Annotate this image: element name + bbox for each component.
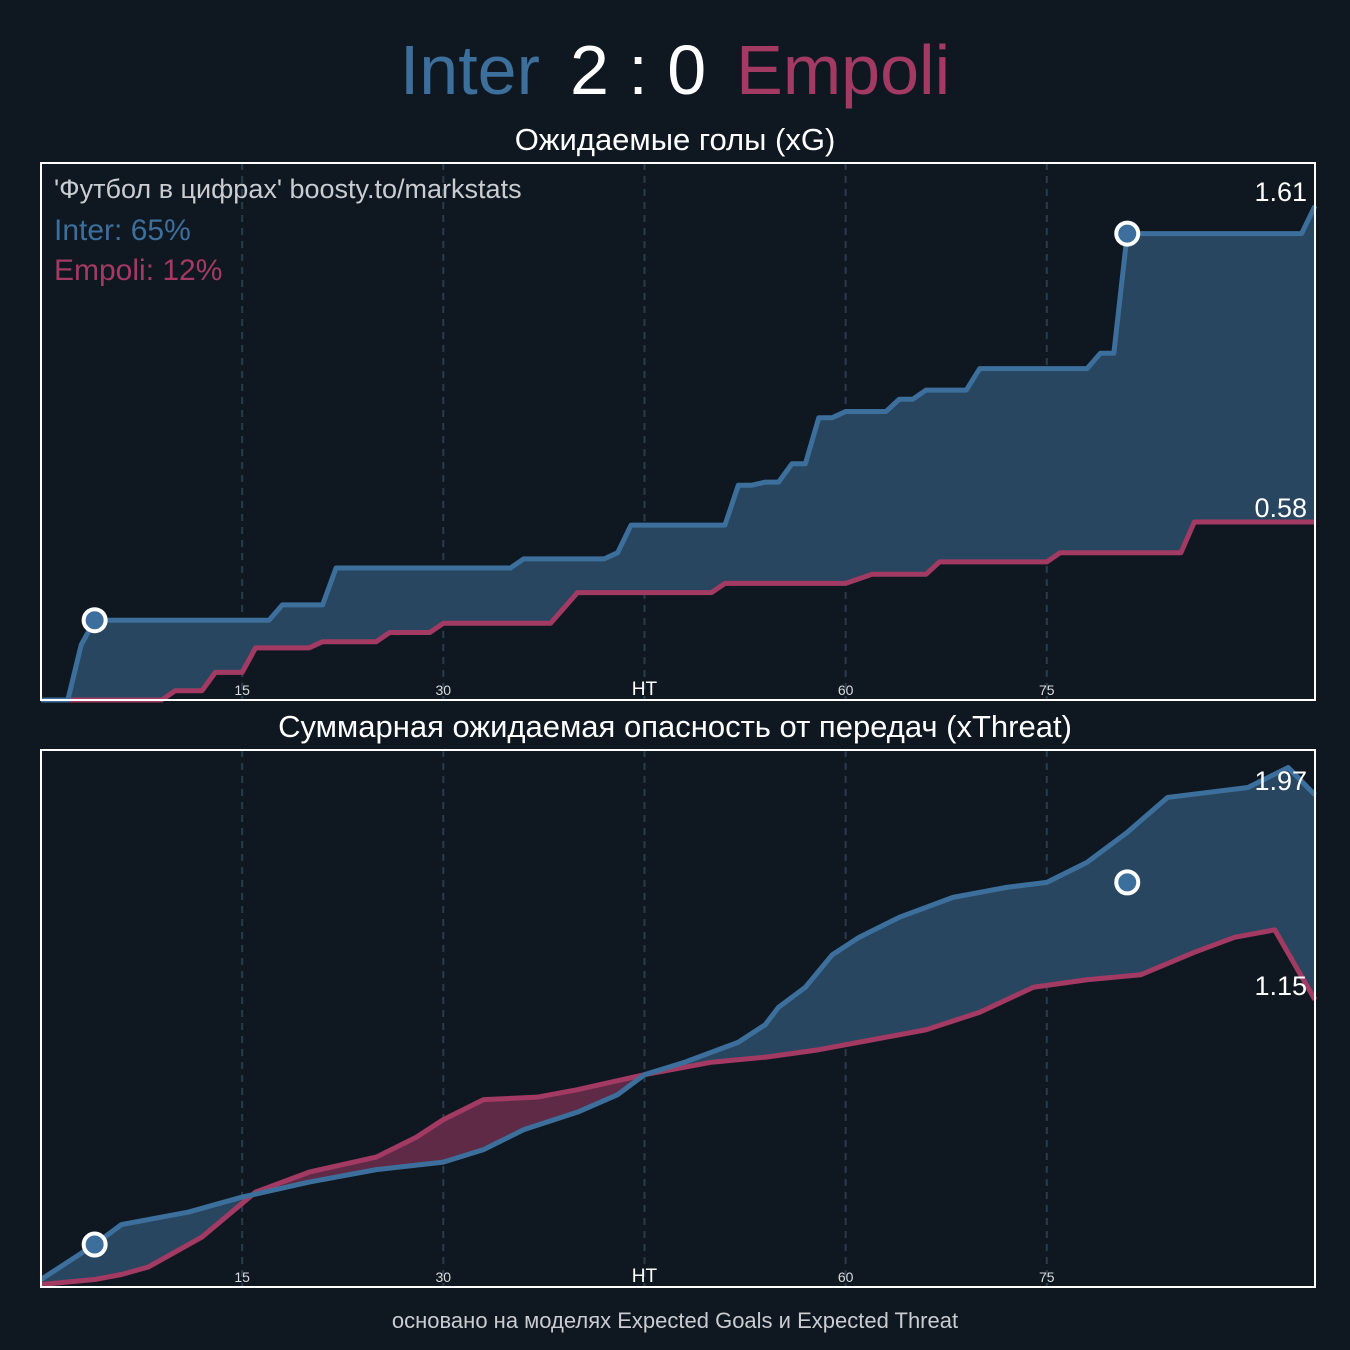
away-advantage-fill — [255, 1075, 642, 1195]
away-team-name: Empoli — [736, 31, 951, 109]
x-tick-label: 30 — [436, 682, 452, 698]
match-header: Inter 2 : 0 Empoli — [0, 28, 1350, 112]
x-tick-label: 60 — [838, 1269, 854, 1285]
plot-frame — [40, 162, 1316, 701]
xthreat-chart-title: Суммарная ожидаемая опасность от передач… — [278, 709, 1072, 744]
inter-line — [39, 764, 1317, 1282]
home-team-name: Inter — [399, 31, 540, 109]
legend-empoli: Empoli: 12% — [54, 254, 222, 287]
empoli-final-value: 1.15 — [1254, 971, 1307, 1001]
home-advantage-fill — [644, 767, 1315, 1075]
x-tick-label: 15 — [234, 1269, 250, 1285]
x-tick-label: HT — [632, 1266, 658, 1287]
x-tick-label: 75 — [1039, 682, 1055, 698]
plot-frame — [40, 749, 1316, 1288]
xthreat-chart: 15 30 HT 60 75 1.97 1.15 — [39, 749, 1318, 1288]
legend-inter: Inter: 65% — [54, 214, 191, 247]
goal-marker — [1114, 220, 1141, 247]
x-tick-label: HT — [632, 679, 658, 700]
x-tick-label: 75 — [1039, 1269, 1055, 1285]
xg-chart: 15 30 HT 60 75 1.61 0.58 'Футбол в цифрах' boos… — [40, 162, 1318, 703]
footer-note: основано на моделях Expected Goals и Exp… — [391, 1308, 959, 1333]
inter-final-value: 1.97 — [1254, 766, 1307, 796]
home-advantage-fill — [41, 205, 1315, 700]
x-tick-label: 15 — [234, 682, 250, 698]
empoli-line — [40, 927, 1318, 1287]
inter-final-value: 1.61 — [1254, 177, 1307, 207]
home-advantage-fill — [41, 1194, 253, 1285]
goal-marker — [81, 607, 108, 634]
x-tick-label: 30 — [436, 1269, 452, 1285]
goal-marker — [1114, 869, 1141, 896]
watermark: 'Футбол в цифрах' boosty.to/markstats — [54, 174, 522, 204]
goal-marker — [81, 1231, 108, 1258]
x-tick-label: 60 — [838, 682, 854, 698]
match-score: 2 : 0 — [569, 31, 707, 109]
xg-chart-title: Ожидаемые голы (xG) — [514, 122, 836, 157]
empoli-final-value: 0.58 — [1254, 493, 1307, 523]
empoli-line — [41, 519, 1315, 703]
inter-line — [41, 204, 1318, 703]
